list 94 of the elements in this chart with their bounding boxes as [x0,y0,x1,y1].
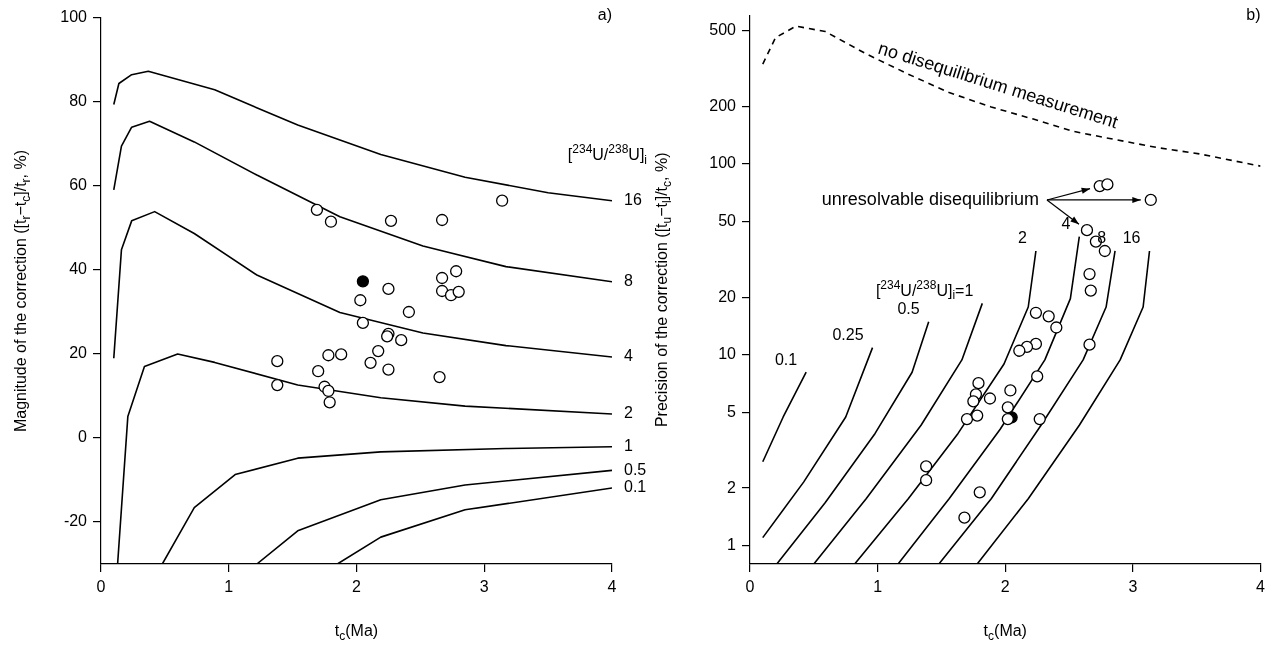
point [967,395,980,408]
point [1029,306,1043,319]
series-label: 0.1 [774,350,798,368]
point [1101,178,1114,191]
point [382,363,395,376]
point [1080,224,1094,237]
point [271,354,284,368]
series-label: 8 [1097,229,1107,247]
x-tick-label: 0 [96,578,106,596]
point [972,376,985,390]
point [1004,384,1017,397]
annotation: b) [1246,6,1261,24]
point [402,305,416,319]
x-tick-label: 3 [479,578,489,596]
y-tick-label: 500 [709,21,737,39]
series-label: 2 [1018,229,1028,247]
point [1042,310,1055,323]
y-tick-label: 50 [718,211,737,229]
x-tick-label: 2 [1000,578,1010,596]
point [958,511,971,524]
series-label: 0.25 [832,326,864,344]
y-tick-label: 0 [78,428,88,446]
y-tick-label: 100 [60,8,88,26]
x-tick-label: 2 [352,578,362,596]
y-tick-label: 80 [69,92,88,110]
point [356,275,370,288]
x-tick-label: 0 [745,578,755,596]
y-tick-label: 100 [709,154,737,172]
point [450,265,463,278]
y-tick-label: 200 [709,97,737,115]
point [1001,401,1014,414]
point [1013,344,1026,357]
y-tick-label: 5 [727,402,737,420]
series-label: 0.5 [897,300,920,318]
series-label: 4 [624,347,633,365]
annotation: unresolvable disequilibrium [821,188,1039,209]
point [384,214,398,228]
point [433,370,446,384]
x-tick-label: 4 [607,578,617,596]
series-label: 16 [1122,229,1141,247]
y-tick-label: 60 [69,176,88,194]
y-tick-label: 2 [727,478,737,496]
point [382,282,395,296]
point [973,486,986,499]
point [324,215,338,228]
x-tick-label: 4 [1256,578,1266,596]
point [919,474,933,487]
point [435,271,449,285]
point [310,203,324,217]
point [323,396,336,409]
point [354,294,367,307]
y-tick-label: 1 [727,535,737,553]
point [372,344,385,358]
point [322,349,335,362]
point [1144,193,1157,207]
x-tick-label: 3 [1128,578,1138,596]
point [312,365,325,378]
point [960,412,974,426]
series-label: 0.5 [624,460,647,478]
point [356,316,370,330]
y-tick-label: 20 [718,287,737,305]
point [495,194,509,207]
point [1033,412,1046,426]
point [322,384,335,398]
point [1083,267,1096,281]
point [1031,370,1044,383]
legend-label: 4 [1061,215,1071,233]
point [1098,244,1111,258]
point [919,460,933,473]
point [983,392,997,405]
series-label: 8 [624,272,633,290]
y-tick-label: 20 [69,344,88,362]
point [1084,284,1097,297]
y-tick-label: 10 [718,345,737,363]
point [364,356,377,369]
point [452,285,465,298]
point [971,409,984,422]
x-tick-label: 1 [873,578,883,596]
y-tick-label: -20 [63,512,88,530]
y-tick-label: 40 [69,260,88,278]
point [1083,338,1096,351]
series-label: 2 [624,404,633,422]
line-series [761,25,1261,167]
point [1001,412,1014,426]
point [435,213,449,227]
annotation: a) [597,6,613,24]
point [395,333,408,347]
series-label: 1 [624,437,633,455]
point [271,378,284,392]
series-label: 0.1 [624,478,647,496]
series-label: 16 [624,191,642,209]
point [335,348,348,361]
x-tick-label: 1 [224,578,234,596]
point [1050,321,1063,334]
